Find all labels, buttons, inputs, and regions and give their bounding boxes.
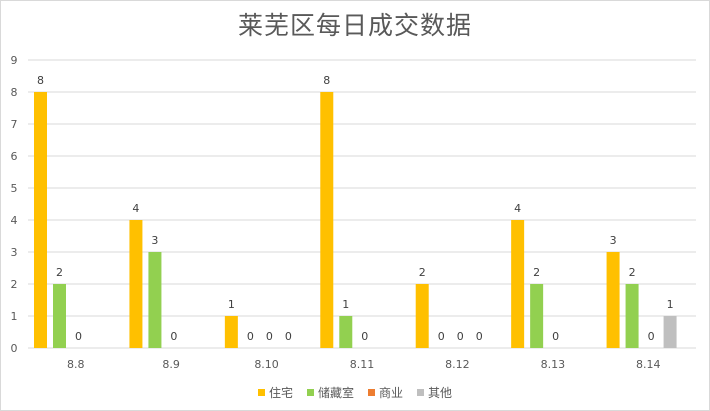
y-tick-label: 6	[11, 150, 18, 163]
legend-swatch	[306, 389, 314, 396]
legend-item: 储藏室	[306, 384, 354, 401]
y-tick-label: 0	[11, 342, 18, 355]
legend-label: 储藏室	[317, 386, 354, 400]
data-label: 4	[514, 202, 521, 215]
bar	[511, 220, 525, 348]
chart-title: 莱芜区每日成交数据	[237, 11, 472, 40]
y-tick-label: 3	[11, 246, 18, 259]
data-label: 1	[228, 298, 235, 311]
data-label: 0	[170, 330, 177, 343]
bar	[53, 284, 66, 348]
legend-label: 其他	[428, 386, 453, 400]
data-label: 0	[457, 330, 464, 343]
data-label: 3	[151, 234, 158, 247]
y-tick-label: 8	[11, 86, 18, 99]
bar	[129, 220, 143, 348]
x-tick-label: 8.12	[445, 358, 470, 371]
x-tick-label: 8.9	[162, 358, 180, 371]
x-tick-label: 8.11	[350, 358, 375, 371]
bar	[339, 316, 353, 348]
data-label: 0	[285, 330, 292, 343]
y-tick-label: 1	[11, 310, 18, 323]
y-tick-label: 4	[11, 214, 18, 227]
data-label: 0	[438, 330, 445, 343]
chart-legend: 住宅 储藏室 商业 其他	[0, 384, 710, 401]
data-label: 3	[610, 234, 617, 247]
bar	[530, 284, 544, 348]
x-tick-label: 8.13	[541, 358, 566, 371]
bar	[606, 252, 620, 348]
data-label: 2	[533, 266, 540, 279]
y-tick-label: 2	[11, 278, 18, 291]
y-tick-label: 7	[11, 118, 18, 131]
legend-item: 其他	[417, 384, 452, 401]
y-tick-label: 9	[11, 54, 18, 67]
data-label: 4	[132, 202, 139, 215]
legend-item: 住宅	[257, 384, 293, 401]
legend-swatch	[257, 389, 265, 396]
legend-label: 住宅	[268, 386, 293, 400]
data-label: 2	[629, 266, 636, 279]
bar	[663, 316, 677, 348]
legend-item: 商业	[368, 384, 403, 401]
x-tick-label: 8.10	[254, 358, 279, 371]
data-label: 0	[266, 330, 273, 343]
bar	[625, 284, 639, 348]
bar	[224, 316, 238, 348]
legend-swatch	[368, 389, 375, 396]
legend-swatch	[417, 389, 425, 396]
data-label: 0	[247, 330, 254, 343]
x-tick-label: 8.8	[67, 358, 85, 371]
data-label: 1	[342, 298, 349, 311]
data-label: 2	[56, 266, 63, 279]
data-label: 0	[648, 330, 655, 343]
data-label: 8	[323, 74, 330, 87]
data-label: 8	[37, 74, 44, 87]
data-label: 0	[75, 330, 82, 343]
data-label: 0	[361, 330, 368, 343]
bar	[34, 92, 47, 348]
bar	[415, 284, 429, 348]
bar	[148, 252, 162, 348]
y-tick-label: 5	[11, 182, 18, 195]
x-tick-label: 8.14	[636, 358, 661, 371]
data-label: 1	[667, 298, 674, 311]
data-label: 2	[419, 266, 426, 279]
data-label: 0	[476, 330, 483, 343]
bar	[320, 92, 334, 348]
legend-label: 商业	[379, 386, 404, 400]
data-label: 0	[552, 330, 559, 343]
